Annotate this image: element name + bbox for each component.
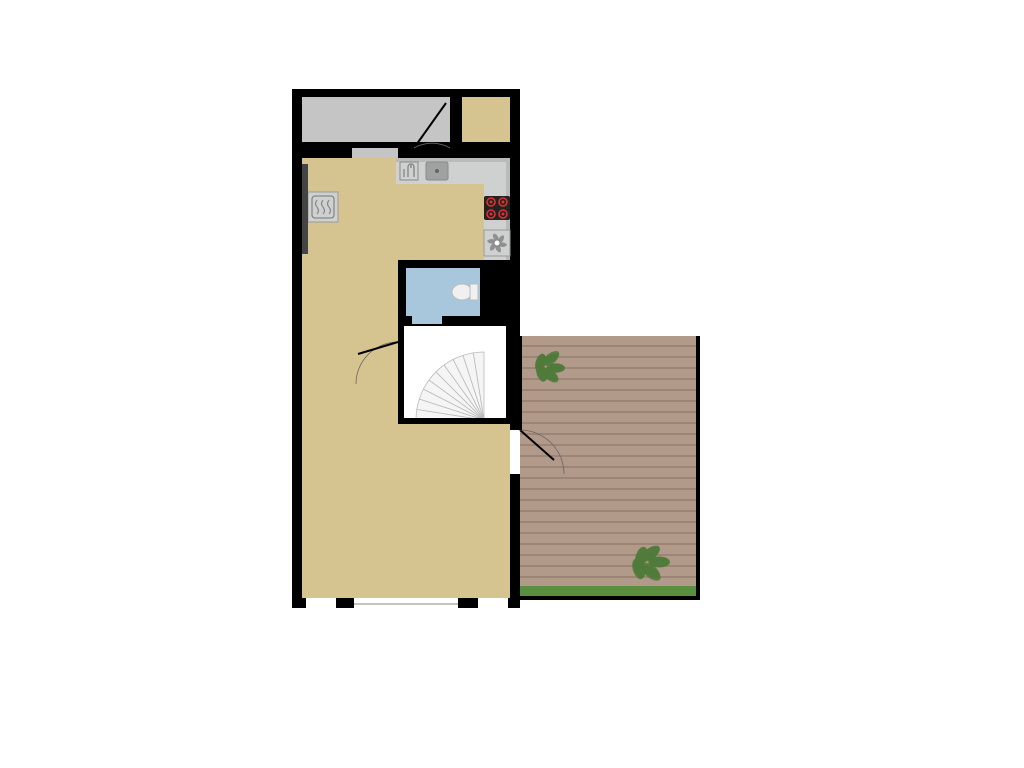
toilet-icon [452,284,472,300]
balkon-floor [302,97,450,142]
dakterras [510,336,698,598]
tall-cupboard [302,164,308,254]
window-south [354,598,458,608]
extractor-fan-icon [484,230,510,256]
floorplan-canvas [0,0,1024,768]
closet-k [462,97,510,142]
